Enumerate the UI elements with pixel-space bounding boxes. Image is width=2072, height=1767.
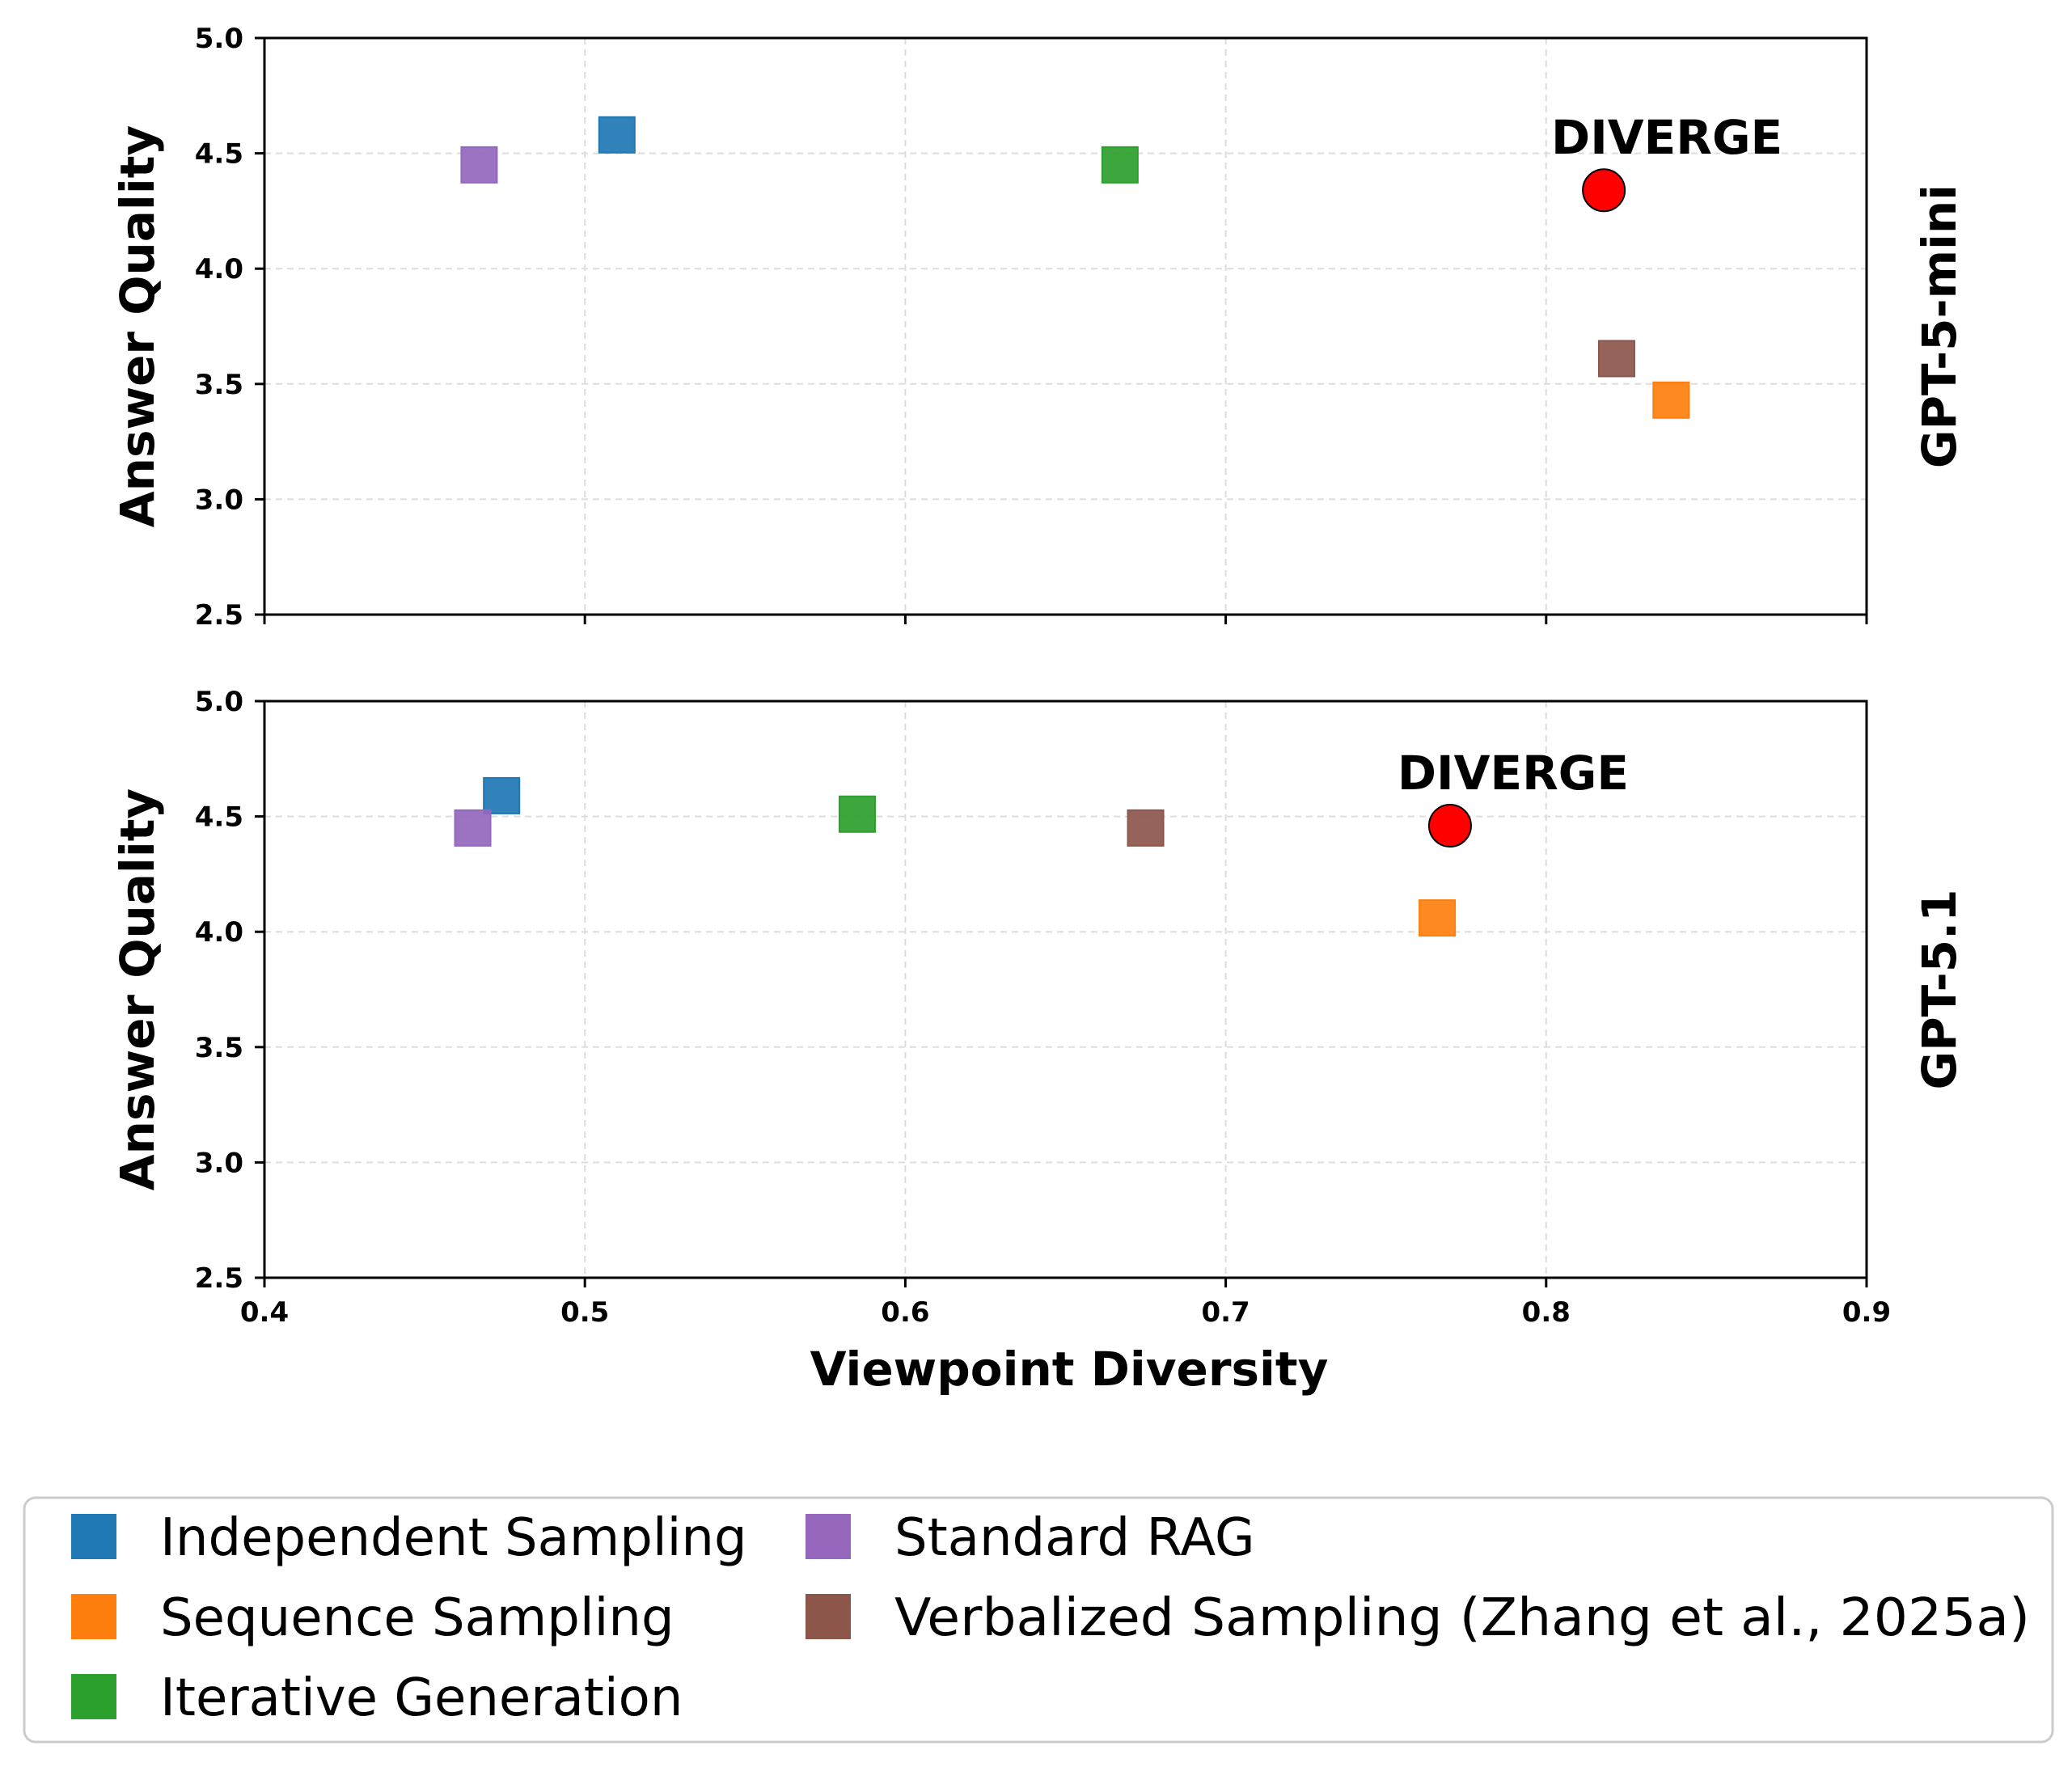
x-axis-title: Viewpoint Diversity bbox=[810, 1342, 1329, 1397]
y-tick-label: 5.0 bbox=[195, 23, 243, 55]
y-tick-label: 3.5 bbox=[195, 1032, 243, 1064]
x-tick-label: 0.8 bbox=[1522, 1296, 1571, 1329]
y-tick-label: 4.5 bbox=[195, 138, 243, 171]
legend-label-independent-sampling: Independent Sampling bbox=[160, 1508, 747, 1568]
legend-label-iterative-generation: Iterative Generation bbox=[160, 1668, 683, 1728]
marker-diverge bbox=[1427, 804, 1472, 848]
diverge-label: DIVERGE bbox=[1551, 110, 1782, 165]
legend-swatch-standard-rag bbox=[806, 1514, 851, 1559]
y-axis-title: Answer Quality bbox=[110, 125, 165, 527]
legend-swatch-independent-sampling bbox=[71, 1514, 116, 1559]
plot-frame bbox=[263, 36, 1868, 616]
legend-label-standard-rag: Standard RAG bbox=[894, 1508, 1255, 1568]
x-tick-label: 0.9 bbox=[1842, 1296, 1891, 1329]
marker-diverge bbox=[1582, 168, 1626, 213]
y-tick-label: 4.5 bbox=[195, 801, 243, 834]
y-tick-label: 3.0 bbox=[195, 484, 243, 516]
panels-layer: 2.5 3.0 3.5 4.0 4.5 5.0 Answer Quality GPT-5-mi… bbox=[110, 23, 1967, 1329]
panel-2: 2.5 3.0 3.5 4.0 4.5 5.0 0.4 0.5 0.6 0.7 0.8 0.9 Answ… bbox=[110, 686, 1967, 1329]
panel-title: GPT-5-mini bbox=[1912, 184, 1967, 468]
marker-independent-sampling bbox=[483, 776, 521, 814]
marker-verbalized-sampling bbox=[1597, 340, 1635, 378]
legend-label-sequence-sampling: Sequence Sampling bbox=[160, 1588, 674, 1648]
legend-swatch-sequence-sampling bbox=[71, 1594, 116, 1639]
plot-frame bbox=[263, 700, 1868, 1279]
marker-sequence-sampling bbox=[1419, 899, 1457, 937]
x-tick-label: 0.5 bbox=[560, 1296, 609, 1329]
marker-independent-sampling bbox=[598, 116, 636, 154]
y-tick-label: 4.0 bbox=[195, 253, 243, 285]
y-tick-label: 5.0 bbox=[195, 686, 243, 718]
x-tick-label: 0.4 bbox=[240, 1296, 289, 1329]
y-tick-label: 3.0 bbox=[195, 1147, 243, 1179]
x-tick-label: 0.6 bbox=[881, 1296, 929, 1329]
y-tick-label: 4.0 bbox=[195, 916, 243, 949]
legend-swatch-iterative-generation bbox=[71, 1674, 116, 1719]
y-tick-label: 2.5 bbox=[195, 1262, 243, 1295]
legend-label-verbalized-sampling: Verbalized Sampling (Zhang et al., 2025a… bbox=[894, 1588, 2030, 1648]
marker-standard-rag bbox=[460, 146, 498, 184]
legend-swatch-verbalized-sampling bbox=[806, 1594, 851, 1639]
marker-iterative-generation bbox=[1101, 146, 1139, 184]
x-tick-label: 0.7 bbox=[1201, 1296, 1250, 1329]
y-tick-label: 3.5 bbox=[195, 369, 243, 401]
panel-title: GPT-5.1 bbox=[1912, 890, 1967, 1090]
legend: Independent Sampling Sequence Sampling I… bbox=[23, 1496, 2054, 1744]
diverge-label: DIVERGE bbox=[1398, 746, 1629, 801]
marker-iterative-generation bbox=[838, 795, 876, 833]
panel-1: 2.5 3.0 3.5 4.0 4.5 5.0 Answer Quality GPT-5-mi… bbox=[110, 23, 1967, 632]
marker-sequence-sampling bbox=[1652, 381, 1690, 419]
marker-standard-rag bbox=[454, 809, 492, 847]
legend-frame bbox=[23, 1496, 2054, 1744]
y-tick-label: 2.5 bbox=[195, 599, 243, 632]
marker-verbalized-sampling bbox=[1127, 809, 1165, 847]
y-axis-title: Answer Quality bbox=[110, 788, 165, 1190]
